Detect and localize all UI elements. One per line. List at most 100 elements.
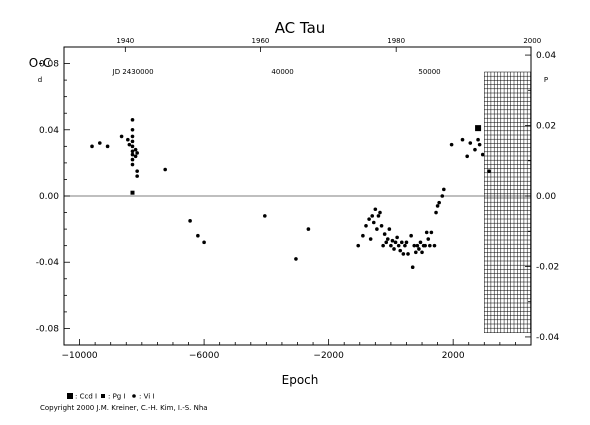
data-point-vi	[401, 252, 406, 256]
data-point-vi	[368, 237, 373, 241]
data-point-vi	[130, 127, 135, 132]
data-point-vi	[130, 139, 135, 144]
data-point-vi	[389, 243, 393, 248]
data-point-vi	[381, 243, 385, 248]
data-point-vi	[392, 247, 396, 251]
data-point-vi	[188, 219, 192, 223]
data-point-vi	[487, 169, 491, 173]
data-point-vi	[398, 248, 403, 253]
data-point-ccd	[475, 125, 482, 132]
data-point-vi	[428, 243, 432, 248]
top-year-label: 1960	[252, 37, 270, 45]
data-point-vi	[306, 227, 311, 231]
data-point-vi	[127, 142, 132, 147]
legend-marker-vi	[132, 394, 136, 398]
data-point-vi	[126, 137, 130, 142]
legend-label: : Vi I	[139, 393, 154, 401]
data-point-vi	[130, 157, 135, 162]
data-point-vi	[373, 207, 378, 212]
data-point-vi	[415, 243, 420, 248]
chart-title: AC Tau	[275, 19, 326, 37]
data-point-vi	[420, 250, 424, 255]
data-point-vi	[130, 149, 135, 154]
data-point-vi	[130, 134, 135, 139]
data-point-vi	[370, 214, 375, 218]
top-year-label: 2000	[523, 37, 541, 45]
right-tick-label: 0.02	[536, 122, 556, 132]
x-tick-label: 2000	[442, 351, 465, 361]
y-tick-label: -0.04	[36, 258, 60, 268]
data-point-vi	[465, 154, 469, 159]
data-point-vi	[396, 243, 401, 248]
data-point-vi	[480, 152, 485, 157]
top-jd-label: 40000	[271, 68, 293, 76]
y-axis-unit: d	[38, 76, 42, 84]
data-point-vi	[196, 233, 200, 238]
data-point-vi	[442, 187, 446, 192]
data-point-vi	[135, 174, 139, 178]
x-tick-label: −6000	[189, 351, 220, 361]
data-point-vi	[423, 243, 427, 248]
data-point-vi	[417, 247, 421, 251]
data-point-vi	[98, 141, 102, 145]
data-point-vi	[294, 257, 298, 261]
data-point-vi	[426, 237, 431, 241]
right-tick-label: 0.04	[536, 51, 556, 61]
x-tick-label: −2000	[313, 351, 344, 361]
data-point-vi	[449, 142, 454, 147]
data-point-vi	[424, 230, 429, 235]
data-point-vi	[385, 237, 390, 241]
data-point-vi	[476, 137, 480, 142]
data-point-vi	[404, 240, 409, 245]
data-point-vi	[378, 210, 382, 215]
data-point-vi	[395, 235, 399, 240]
legend-marker-pg	[101, 394, 105, 398]
x-tick-label: −10000	[61, 351, 97, 361]
y-axis-label: O-C	[29, 56, 52, 70]
data-point-vi	[406, 252, 410, 256]
data-point-vi	[473, 147, 477, 152]
copyright-note: Copyright 2000 J.M. Kreiner, C.-H. Kim, …	[40, 404, 208, 412]
hatch-region	[484, 71, 531, 333]
data-point-vi	[119, 134, 124, 139]
right-tick-label: -0.02	[536, 262, 559, 272]
data-point-vi	[460, 137, 465, 142]
data-point-vi	[468, 141, 473, 145]
data-point-vi	[133, 154, 138, 159]
top-jd-label: 50000	[418, 68, 440, 76]
legend-marker-ccd	[67, 393, 73, 399]
y-tick-label: 0.08	[39, 60, 59, 70]
legend-label: : Ccd I	[75, 393, 97, 401]
y-tick-label: -0.08	[36, 324, 60, 334]
legend-label: : Pg I	[108, 393, 126, 401]
data-point-vi	[435, 204, 440, 208]
data-point-vi	[410, 265, 415, 269]
data-point-vi	[387, 227, 392, 231]
data-point-vi	[263, 214, 267, 218]
right-tick-label: -0.04	[536, 333, 560, 343]
data-point-vi	[202, 240, 206, 245]
data-point-vi	[133, 147, 138, 152]
data-point-vi	[434, 210, 438, 215]
y-tick-label: 0.00	[39, 192, 59, 202]
data-point-vi	[163, 167, 167, 172]
data-point-vi	[130, 152, 135, 157]
data-point-vi	[135, 169, 139, 173]
data-point-vi	[384, 240, 389, 245]
data-point-pg	[130, 190, 135, 195]
data-point-vi	[364, 224, 368, 228]
data-point-vi	[432, 243, 437, 248]
top-year-label: 1980	[387, 37, 405, 45]
legend: : Ccd I : Pg I : Vi I	[67, 393, 154, 401]
data-point-vi	[367, 217, 371, 221]
data-point-vi	[429, 230, 434, 235]
data-point-vi	[375, 227, 379, 231]
data-point-vi	[379, 224, 384, 228]
y-tick-label: 0.04	[39, 126, 59, 136]
data-point-vi	[390, 238, 395, 243]
data-point-vi	[418, 240, 423, 245]
right-tick-label: 0.00	[536, 192, 556, 202]
data-point-vi	[376, 214, 381, 218]
data-point-vi	[130, 144, 135, 149]
